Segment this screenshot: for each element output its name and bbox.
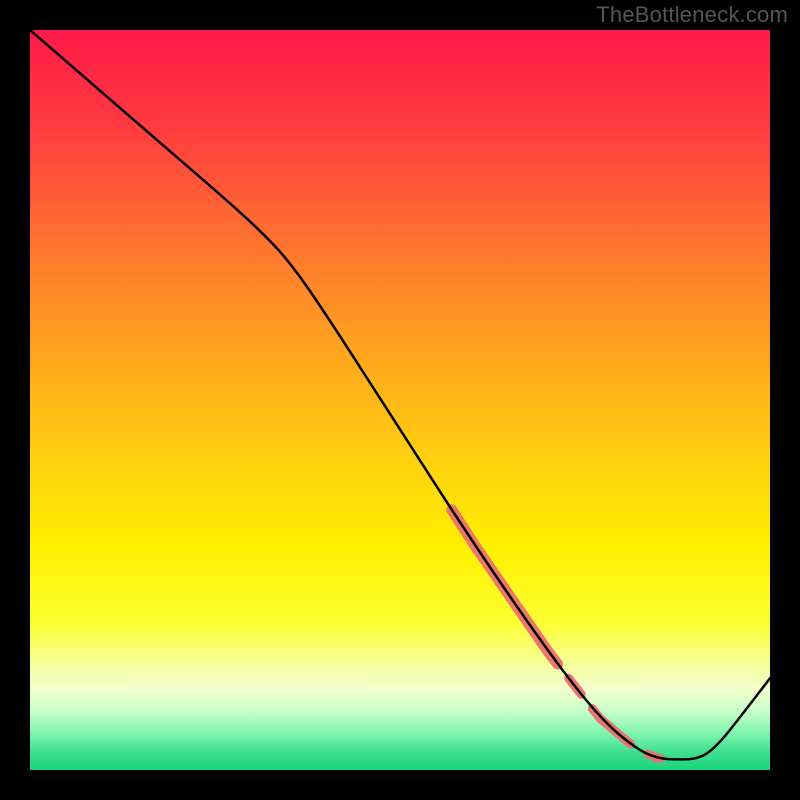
- watermark-text: TheBottleneck.com: [596, 2, 788, 28]
- chart-canvas: TheBottleneck.com: [0, 0, 800, 800]
- gradient-plot-area: [30, 30, 770, 770]
- bottleneck-chart-svg: [0, 0, 800, 800]
